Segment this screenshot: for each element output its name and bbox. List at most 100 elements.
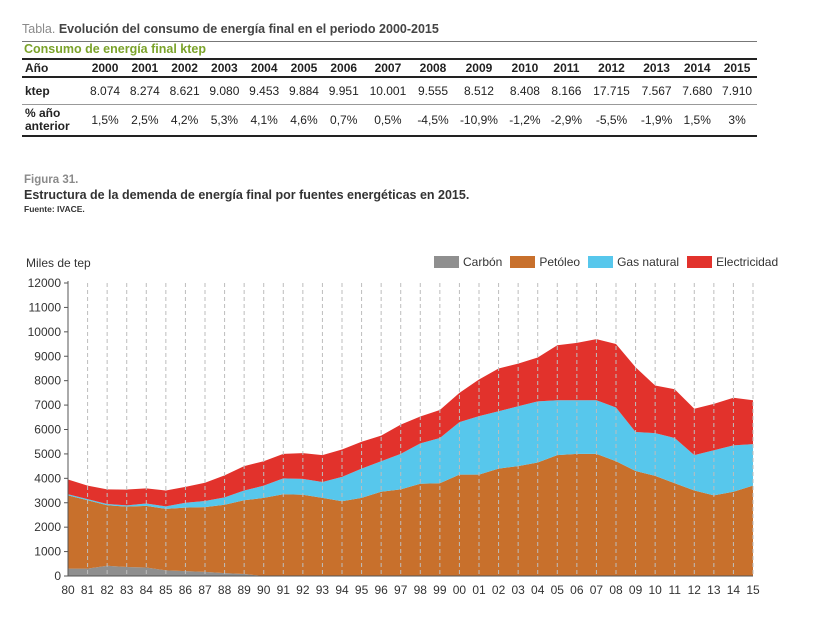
year-header-cell: 2004 bbox=[250, 61, 278, 75]
year-header-cell: 2012 bbox=[598, 61, 625, 75]
table-top-rule bbox=[22, 41, 757, 42]
percent-cell: 5,3% bbox=[204, 104, 245, 137]
x-tick-label: 94 bbox=[335, 583, 349, 597]
year-header-cell: 2000 bbox=[91, 61, 119, 75]
ktep-cell: 8.512 bbox=[453, 76, 505, 105]
figure-label: Figura 31. bbox=[24, 174, 79, 186]
x-tick-label: 05 bbox=[551, 583, 565, 597]
ktep-cell: 10.001 bbox=[363, 76, 413, 105]
table-header-rule bbox=[22, 58, 757, 60]
x-tick-label: 10 bbox=[648, 583, 662, 597]
y-tick-label: 12000 bbox=[28, 276, 62, 290]
y-tick-label: 4000 bbox=[34, 471, 61, 485]
x-tick-label: 81 bbox=[81, 583, 95, 597]
ktep-cell: 9.555 bbox=[412, 76, 454, 105]
percent-cell: 1,5% bbox=[85, 104, 125, 137]
x-tick-label: 00 bbox=[453, 583, 467, 597]
x-tick-label: 07 bbox=[590, 583, 604, 597]
area-series bbox=[68, 339, 753, 507]
x-tick-label: 97 bbox=[394, 583, 408, 597]
row-label-percent: % año anterior bbox=[22, 104, 86, 137]
legend-label: Electricidad bbox=[716, 255, 779, 269]
ktep-cell: 8.621 bbox=[164, 76, 205, 105]
legend-label: Carbón bbox=[463, 255, 503, 269]
year-header-cell: 2011 bbox=[553, 61, 580, 75]
legend-swatch bbox=[687, 256, 713, 268]
x-tick-label: 80 bbox=[61, 583, 75, 597]
legend-swatch bbox=[434, 256, 459, 268]
ktep-cell: 9.884 bbox=[284, 76, 324, 105]
x-tick-label: 08 bbox=[609, 583, 623, 597]
year-header-cell: 2007 bbox=[374, 61, 402, 75]
x-tick-label: 11 bbox=[668, 583, 681, 597]
ktep-cell: 9.453 bbox=[244, 76, 285, 105]
x-tick-label: 85 bbox=[159, 583, 173, 597]
y-tick-label: 2000 bbox=[34, 520, 61, 534]
x-tick-label: 12 bbox=[688, 583, 702, 597]
ktep-cell: 9.080 bbox=[204, 76, 245, 105]
x-tick-label: 88 bbox=[218, 583, 232, 597]
y-tick-label: 6000 bbox=[34, 423, 61, 437]
legend-label: Gas natural bbox=[617, 255, 680, 269]
figure-source: Fuente: IVACE. bbox=[24, 204, 85, 214]
year-header-cell: 2005 bbox=[290, 61, 318, 75]
x-tick-label: 95 bbox=[355, 583, 369, 597]
legend-item: Petóleo bbox=[510, 255, 580, 269]
percent-cell: -2,9% bbox=[545, 104, 588, 137]
year-header-cell: 2010 bbox=[511, 61, 539, 75]
year-header-cell: 2002 bbox=[171, 61, 198, 75]
year-header-cell: 2009 bbox=[465, 61, 493, 75]
y-axis-unit-label: Miles de tep bbox=[26, 256, 91, 270]
x-tick-label: 92 bbox=[296, 583, 310, 597]
header-label: Año bbox=[25, 61, 49, 75]
ktep-cell: 8.408 bbox=[504, 76, 546, 105]
percent-cell: 3% bbox=[717, 104, 757, 137]
area-series bbox=[68, 565, 753, 576]
ktep-cell: 7.680 bbox=[677, 76, 718, 105]
table-caption-text: Evolución del consumo de energía final e… bbox=[58, 22, 439, 36]
table-header-row: Año 2000 2001 2002 2003 2004 2005 2006 2007 2008… bbox=[22, 60, 757, 77]
x-tick-label: 96 bbox=[374, 583, 388, 597]
table-subtitle: Consumo de energía final ktep bbox=[24, 42, 206, 56]
year-header-cell: 2003 bbox=[211, 61, 238, 75]
legend-item: Gas natural bbox=[588, 255, 679, 269]
year-header-cell: 2014 bbox=[683, 61, 711, 75]
y-tick-label: 11000 bbox=[29, 300, 62, 314]
x-tick-label: 83 bbox=[120, 583, 134, 597]
x-tick-label: 09 bbox=[629, 583, 643, 597]
percent-cell: -5,5% bbox=[587, 104, 636, 137]
row-label-percent-line1: % año bbox=[25, 106, 61, 120]
ktep-cell: 8.274 bbox=[124, 76, 165, 105]
y-tick-label: 7000 bbox=[34, 398, 61, 412]
x-tick-label: 98 bbox=[414, 583, 428, 597]
x-tick-label: 04 bbox=[531, 583, 545, 597]
table-caption: Tabla. Evolución del consumo de energía … bbox=[22, 22, 439, 36]
percent-cell: 0,5% bbox=[363, 104, 413, 137]
y-tick-label: 1000 bbox=[34, 545, 61, 559]
x-tick-label: 86 bbox=[179, 583, 193, 597]
ktep-cell: 8.166 bbox=[545, 76, 588, 105]
legend-item: Carbón bbox=[434, 255, 502, 269]
percent-cell: 2,5% bbox=[124, 104, 165, 137]
x-tick-label: 03 bbox=[511, 583, 525, 597]
year-header-cell: 2008 bbox=[419, 61, 447, 75]
x-tick-label: 84 bbox=[140, 583, 154, 597]
y-tick-label: 3000 bbox=[34, 496, 61, 510]
percent-cell: -10,9% bbox=[453, 104, 505, 137]
legend-item: Electricidad bbox=[687, 255, 778, 269]
year-header-cell: 2006 bbox=[330, 61, 358, 75]
percent-cell: 4,6% bbox=[284, 104, 324, 137]
year-header-cell: 2001 bbox=[131, 61, 159, 75]
y-tick-label: 8000 bbox=[34, 374, 61, 388]
x-tick-label: 06 bbox=[570, 583, 584, 597]
x-tick-label: 13 bbox=[707, 583, 721, 597]
chart-legend: Carbón Petóleo Gas natural Electricidad bbox=[434, 255, 786, 269]
x-tick-label: 15 bbox=[746, 583, 760, 597]
y-tick-label: 0 bbox=[54, 569, 61, 583]
percent-cell: -1,2% bbox=[504, 104, 546, 137]
percent-cell: 1,5% bbox=[677, 104, 718, 137]
y-tick-label: 9000 bbox=[34, 349, 61, 363]
area-series bbox=[68, 400, 753, 509]
ktep-cell: 17.715 bbox=[587, 76, 636, 105]
